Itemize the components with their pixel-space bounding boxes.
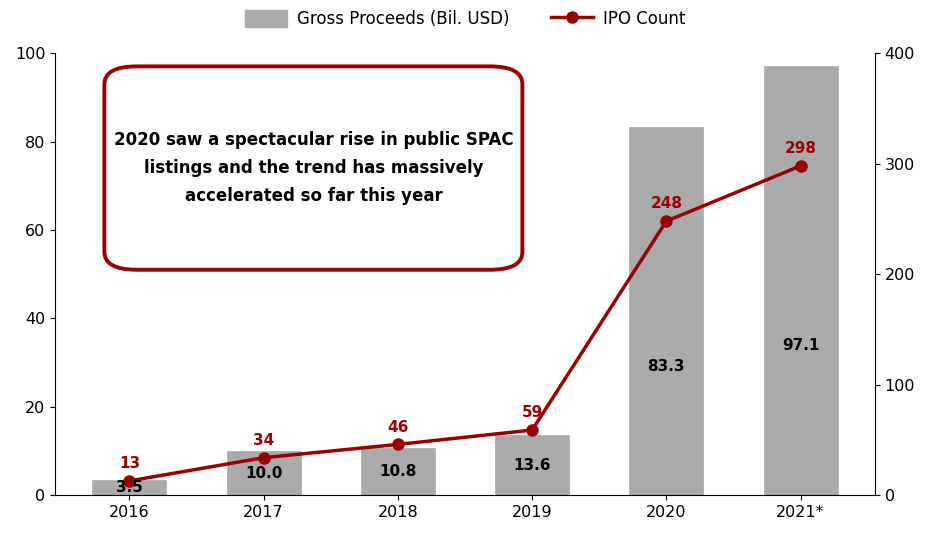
- Text: 59: 59: [522, 406, 543, 421]
- Text: 10.0: 10.0: [245, 465, 283, 480]
- Text: 34: 34: [253, 433, 274, 448]
- Text: 46: 46: [387, 419, 408, 435]
- Bar: [92, 480, 166, 495]
- Text: 83.3: 83.3: [647, 359, 685, 374]
- Text: 3.5: 3.5: [116, 480, 143, 495]
- Bar: [764, 66, 838, 495]
- Bar: [361, 447, 435, 495]
- Text: 2020 saw a spectacular rise in public SPAC
listings and the trend has massively
: 2020 saw a spectacular rise in public SP…: [113, 131, 513, 205]
- Text: 298: 298: [785, 141, 817, 156]
- Text: 248: 248: [650, 196, 683, 211]
- Bar: [630, 127, 703, 495]
- Bar: [227, 451, 300, 495]
- Bar: [495, 435, 569, 495]
- Text: 13: 13: [119, 456, 140, 471]
- FancyBboxPatch shape: [104, 66, 523, 270]
- Text: 97.1: 97.1: [782, 338, 819, 353]
- Text: 10.8: 10.8: [379, 464, 417, 479]
- Legend: Gross Proceeds (Bil. USD), IPO Count: Gross Proceeds (Bil. USD), IPO Count: [238, 3, 692, 34]
- Text: 13.6: 13.6: [513, 458, 551, 473]
